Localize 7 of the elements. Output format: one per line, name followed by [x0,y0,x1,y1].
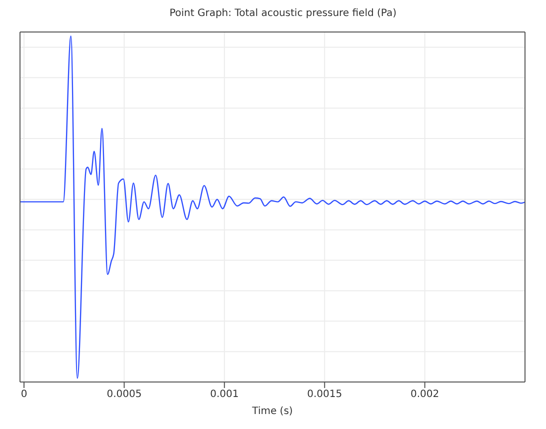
x-tick-label: 0.002 [410,389,440,400]
chart-title: Point Graph: Total acoustic pressure field (Pa) [168,8,398,21]
x-tick-label: 0.0005 [106,389,142,400]
x-axis-title: Time (s) [251,406,293,417]
x-tick-label: 0.001 [210,389,239,400]
x-tick-label: 0.0015 [307,389,342,400]
x-tick-label: 0 [20,389,28,400]
